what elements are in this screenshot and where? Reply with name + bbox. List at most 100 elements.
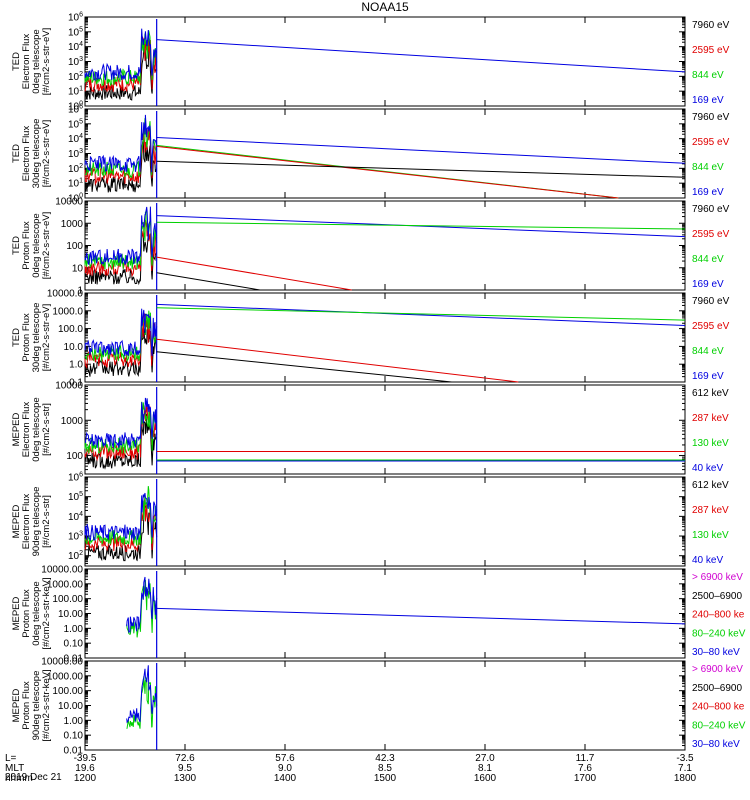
early-trace-green <box>126 676 158 729</box>
x-tick-label: 27.0 <box>475 753 495 764</box>
y-axis-label: 0deg telescope <box>31 29 42 93</box>
y-tick-label: 105 <box>68 26 83 38</box>
legend-entry: 130 keV <box>692 438 729 449</box>
x-tick-label: 11.7 <box>576 753 595 764</box>
y-tick-label: 100 <box>66 241 83 252</box>
legend-entry: 169 eV <box>692 371 724 382</box>
early-trace-green <box>84 310 157 363</box>
y-tick-label: 1.00 <box>64 624 84 635</box>
legend-entry: 80–240 keV <box>692 720 746 731</box>
early-trace-black <box>84 138 158 193</box>
legend-entry: 2500–6900 <box>692 683 742 694</box>
y-axis-label: Proton Flux <box>21 313 32 362</box>
x-tick-label: 1700 <box>574 773 597 784</box>
y-axis-label: 30deg telescope <box>31 303 42 373</box>
series-line-1 <box>156 221 686 230</box>
x-tick-label: 1300 <box>174 773 197 784</box>
y-tick-label: 105 <box>68 118 83 130</box>
y-tick-label: 101 <box>68 86 83 98</box>
y-axis-label: MEPED <box>11 412 22 446</box>
legend-entry: 2595 eV <box>692 137 730 148</box>
y-tick-label: 102 <box>68 550 83 562</box>
panel-2: 100 101 102 103 104 105 106 TED Electron Flux 30d… <box>11 104 730 205</box>
legend-entry: 7960 eV <box>692 112 730 123</box>
y-axis-label: [#/cm2-s-str-keV] <box>41 669 52 741</box>
y-axis-label: 90deg telescope <box>31 487 42 557</box>
panel-6: 102 103 104 105 106 MEPED Electron Flux 90deg t… <box>11 472 729 567</box>
x-tick-label: 1400 <box>274 773 297 784</box>
x-tick-label: 19.6 <box>75 763 95 774</box>
series-line-1 <box>156 307 686 321</box>
x-tick-label: 7.1 <box>678 763 692 774</box>
y-axis-label: [#/cm2-s-str-eV] <box>41 212 52 280</box>
legend-entry: 612 keV <box>692 388 729 399</box>
early-trace-red <box>84 127 158 186</box>
series-line-0 <box>156 137 686 164</box>
legend-entry: 612 keV <box>692 480 729 491</box>
y-tick-label: 10000 <box>55 381 83 392</box>
legend-entry: 240–800 ke <box>692 610 745 621</box>
y-tick-label: 10.0 <box>64 342 84 353</box>
series-line-2 <box>156 256 352 291</box>
plot-frame <box>84 200 686 291</box>
legend-entry: 844 eV <box>692 162 724 173</box>
panel-7: 0.01 0.10 1.00 10.00 100.00 1000.00 10000.00 ME… <box>11 565 746 665</box>
y-tick-label: 102 <box>68 163 83 175</box>
early-trace-black <box>84 233 158 286</box>
early-data <box>84 19 158 106</box>
legend-entry: 2595 eV <box>692 321 730 332</box>
y-axis-label: 0deg telescope <box>31 213 42 277</box>
date-label: 2019 Dec 21 <box>5 772 62 783</box>
x-tick-label: 42.3 <box>375 753 395 764</box>
panel-5: 100 1000 10000 MEPED Electron Flux 0deg teles… <box>11 381 729 475</box>
legend-entry: 844 eV <box>692 254 724 265</box>
y-tick-label: 1 <box>77 286 83 297</box>
early-trace-blue <box>84 206 158 266</box>
y-tick-label: 104 <box>68 133 83 145</box>
y-axis-label: 0deg telescope <box>31 397 42 461</box>
plot-frame <box>84 108 686 199</box>
panel-1: 100 101 102 103 104 105 106 TED Electron Flux 0de… <box>11 12 730 113</box>
y-axis-label: MEPED <box>11 596 22 630</box>
x-tick-label: 8.1 <box>478 763 492 774</box>
y-tick-label: 106 <box>68 472 83 484</box>
legend-entry: 287 keV <box>692 413 729 424</box>
early-trace-blue <box>126 665 158 724</box>
early-trace-blue <box>84 308 158 357</box>
x-tick-label: 9.0 <box>278 763 292 774</box>
legend-entry: 30–80 keV <box>692 739 740 750</box>
series-line-3 <box>156 351 452 383</box>
y-axis-label: 30deg telescope <box>31 119 42 189</box>
x-tick-label: -39.5 <box>74 753 97 764</box>
series-line-0 <box>156 39 686 73</box>
y-tick-label: 100.00 <box>52 594 83 605</box>
x-tick-label: 1200 <box>74 773 97 784</box>
series-line-3 <box>156 160 686 178</box>
early-trace-blue <box>84 114 158 173</box>
y-tick-label: 100 <box>68 101 83 113</box>
y-tick-label: 103 <box>68 148 83 160</box>
y-tick-label: 0.10 <box>64 731 84 742</box>
legend-entry: 40 keV <box>692 555 723 566</box>
chart-title: NOAA15 <box>361 0 409 14</box>
plot-frame <box>84 568 686 659</box>
series-line-2 <box>156 145 619 199</box>
y-tick-label: 1000 <box>61 219 84 230</box>
y-axis-label: [#/cm2-s-str-eV] <box>41 120 52 188</box>
x-axis: L= -39.5 72.6 57.6 42.3 27.0 11.7 -3.5 MLT 19.6 9.… <box>5 753 697 784</box>
panel-4: 0.1 1.0 10.0 100.0 1000.0 10000.0 TED Proton Fl… <box>11 289 730 389</box>
legend-entry: 30–80 keV <box>692 647 740 658</box>
y-tick-label: 1.0 <box>69 360 83 371</box>
legend-entry: 7960 eV <box>692 20 730 31</box>
y-axis-label: Proton Flux <box>21 681 32 730</box>
plot-frame <box>84 292 686 383</box>
y-tick-label: 100.00 <box>52 686 83 697</box>
x-tick-label: -3.5 <box>676 753 694 764</box>
legend-entry: 287 keV <box>692 505 729 516</box>
legend-entry: 844 eV <box>692 346 724 357</box>
y-axis-label: TED <box>11 328 22 347</box>
series-line-2 <box>156 338 519 383</box>
y-tick-label: 105 <box>68 491 83 503</box>
y-axis-label: [#/cm2-s-str] <box>41 495 52 548</box>
early-trace-green <box>84 486 158 546</box>
